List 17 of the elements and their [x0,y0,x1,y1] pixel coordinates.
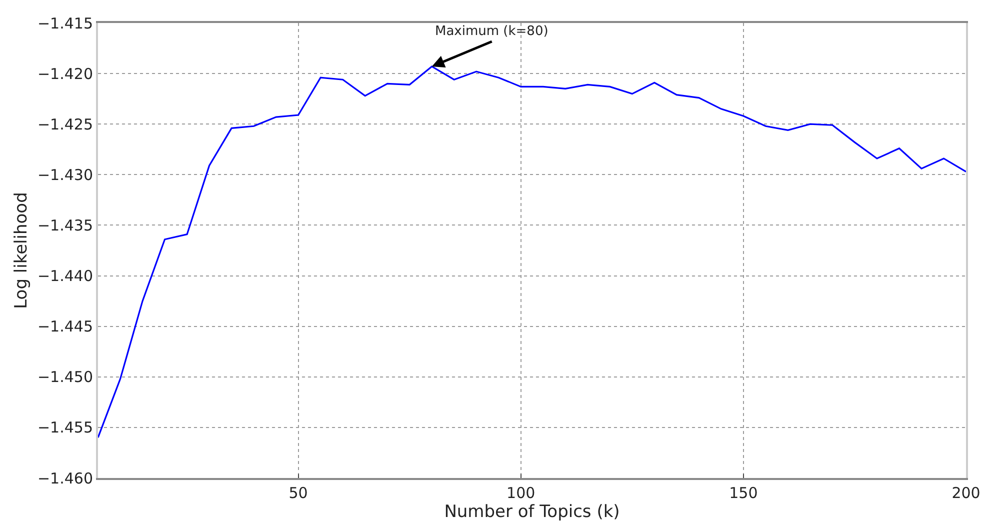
y-tick-label: −1.455 [37,418,93,437]
y-tick-label: −1.435 [37,216,93,234]
y-tick-label: −1.425 [37,115,93,134]
y-tick-label: −1.445 [37,318,93,336]
y-tick-label: −1.450 [37,368,93,386]
y-tick-label: −1.440 [37,267,93,286]
x-tick-label: 100 [506,484,536,502]
y-tick-label: −1.430 [37,166,93,184]
y-tick-label: −1.415 [37,14,93,32]
x-axis-title: Number of Topics (k) [444,502,620,522]
x-tick-label: 200 [952,484,980,502]
x-tick-label: 150 [729,484,758,502]
annotation: Maximum (k=80) [435,24,548,39]
y-axis-title: Log likelihood [12,192,32,309]
y-tick-label: −1.420 [37,64,93,83]
x-tick-label: 50 [288,484,308,502]
y-tick-label: −1.460 [37,469,93,488]
